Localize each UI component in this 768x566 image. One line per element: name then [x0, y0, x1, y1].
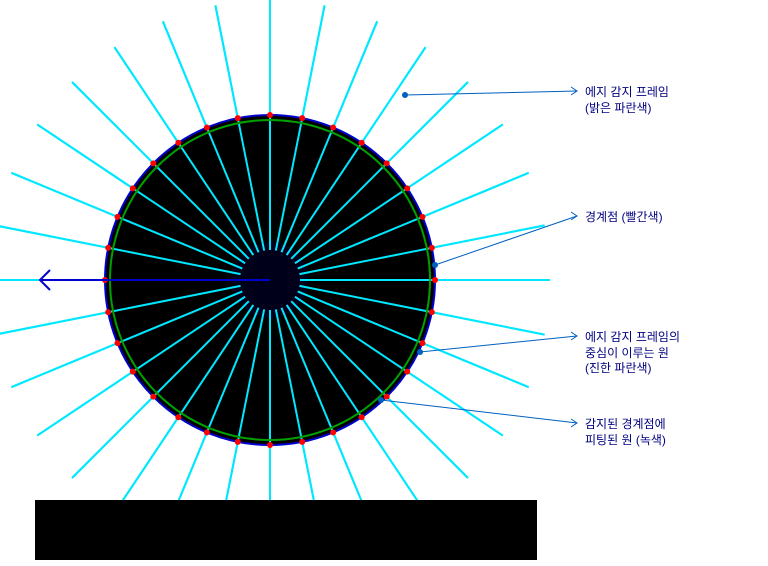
- label-boundary-point-leader-arrow: [571, 212, 577, 220]
- label-blue-circle-leader: [420, 336, 577, 352]
- label-green-circle: 감지된 경계점에 피팅된 원 (녹색): [585, 417, 666, 448]
- bottom-black-bar: [35, 500, 537, 560]
- boundary-point: [175, 140, 181, 146]
- boundary-point: [419, 214, 425, 220]
- label-blue-circle: 에지 감지 프레임의 중심이 이루는 원 (진한 파란색): [585, 330, 680, 377]
- boundary-point: [330, 429, 336, 435]
- boundary-point: [130, 369, 136, 375]
- boundary-point: [175, 414, 181, 420]
- label-edge-frame-leader: [405, 91, 577, 95]
- boundary-point: [384, 394, 390, 400]
- label-edge-frame-line1: 에지 감지 프레임: [585, 85, 669, 99]
- label-boundary-point-line1: 경계점 (빨간색): [585, 210, 663, 224]
- boundary-point: [384, 160, 390, 166]
- boundary-point: [429, 309, 435, 315]
- label-edge-frame-line2: (밝은 파란색): [585, 101, 652, 115]
- boundary-point: [432, 277, 438, 283]
- boundary-point: [150, 394, 156, 400]
- boundary-point: [204, 125, 210, 131]
- boundary-point: [419, 340, 425, 346]
- label-blue-circle-line1: 에지 감지 프레임의: [585, 330, 680, 344]
- boundary-point: [299, 439, 305, 445]
- boundary-point: [105, 309, 111, 315]
- label-green-circle-line2: 피팅된 원 (녹색): [585, 433, 666, 447]
- label-blue-circle-line3: (진한 파란색): [585, 361, 652, 375]
- boundary-point: [267, 112, 273, 118]
- boundary-point: [150, 160, 156, 166]
- label-green-circle-line1: 감지된 경계점에: [585, 417, 666, 431]
- label-blue-circle-line2: 중심이 이루는 원: [585, 346, 669, 360]
- boundary-point: [235, 115, 241, 121]
- label-blue-circle-leader-dot: [417, 349, 423, 355]
- boundary-point: [404, 369, 410, 375]
- label-boundary-point-leader: [435, 216, 577, 265]
- boundary-point: [115, 340, 121, 346]
- boundary-point: [429, 245, 435, 251]
- boundary-point: [330, 125, 336, 131]
- boundary-point: [115, 214, 121, 220]
- boundary-point: [267, 442, 273, 448]
- boundary-point: [235, 439, 241, 445]
- boundary-point: [359, 414, 365, 420]
- label-edge-frame-leader-dot: [402, 92, 408, 98]
- label-edge-frame: 에지 감지 프레임 (밝은 파란색): [585, 85, 669, 116]
- boundary-point: [359, 140, 365, 146]
- boundary-point: [299, 115, 305, 121]
- diagram-stage: 에지 감지 프레임 (밝은 파란색) 경계점 (빨간색) 에지 감지 프레임의 …: [0, 0, 768, 566]
- label-green-circle-leader-dot: [378, 397, 384, 403]
- boundary-point: [204, 429, 210, 435]
- boundary-point: [404, 185, 410, 191]
- boundary-point: [105, 245, 111, 251]
- label-boundary-point: 경계점 (빨간색): [585, 210, 663, 226]
- boundary-point: [130, 185, 136, 191]
- label-boundary-point-leader-dot: [432, 262, 438, 268]
